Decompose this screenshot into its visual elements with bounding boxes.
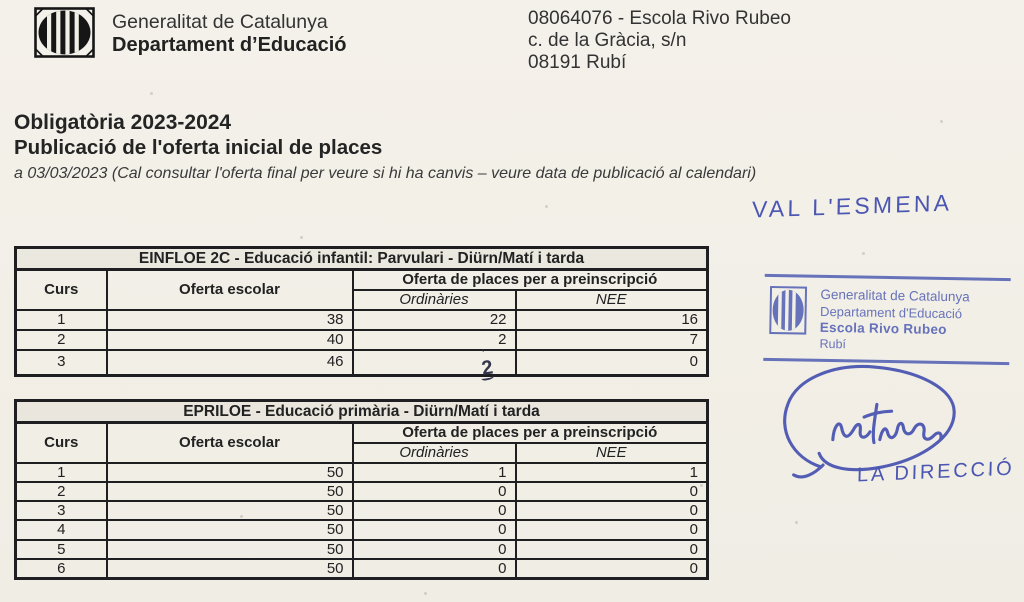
paper-speck — [988, 472, 991, 475]
school-city: 08191 Rubí — [528, 52, 627, 73]
doc-date-note: a 03/03/2023 (Cal consultar l'oferta fin… — [14, 165, 757, 182]
cell-ordinaries-handwritten: 2 — [351, 348, 517, 379]
cell-nee: 0 — [514, 538, 709, 560]
school-address: 08064076 - Escola Rivo Rubeo c. de la Gr… — [528, 8, 791, 74]
table-row: 3 50 0 0 — [14, 499, 709, 522]
table-title-row: EINFLOE 2C - Educació infantil: Parvular… — [14, 246, 709, 271]
table-subheader-row: Ordinàries NEE — [16, 288, 709, 311]
paper-speck — [862, 252, 865, 255]
paper-speck — [795, 521, 798, 524]
cell-ordinaries: 22 — [351, 308, 517, 331]
col-header-curs: Curs — [14, 268, 108, 311]
cell-oferta-escolar: 50 — [105, 519, 354, 541]
cell-nee: 0 — [514, 348, 709, 376]
cell-nee: 16 — [514, 308, 709, 331]
cell-ordinaries: 2 — [351, 328, 517, 351]
stamp-line-city: Rubí — [819, 336, 847, 351]
signature-scribble — [778, 363, 964, 486]
handwritten-cell-value: 2 — [480, 356, 495, 380]
cell-curs: 6 — [14, 557, 108, 580]
table-title-row: EPRILOE - Educació primària - Diürn/Matí… — [14, 399, 709, 424]
paper-speck — [545, 205, 548, 208]
col-header-preinscripcio: Oferta de places per a preinscripció — [351, 421, 709, 444]
col-header-nee: NEE — [514, 441, 709, 464]
doc-title-obligatoria: Obligatòria 2023-2024 — [14, 111, 232, 134]
school-code-name: 08064076 - Escola Rivo Rubeo — [528, 8, 792, 29]
col-header-ordinaries: Ordinàries — [351, 288, 517, 311]
school-stamp: Generalitat de Catalunya Departament d'E… — [763, 273, 1011, 366]
cell-ordinaries: 0 — [351, 538, 517, 560]
table-header-row: Curs Oferta escolar Oferta de places per… — [14, 421, 709, 464]
cell-curs: 1 — [14, 308, 108, 331]
cell-curs: 3 — [14, 348, 108, 376]
cell-ordinaries: 0 — [351, 480, 517, 503]
cell-curs: 3 — [14, 499, 108, 522]
col-header-nee: NEE — [514, 288, 709, 311]
cell-oferta-escolar: 46 — [105, 348, 354, 376]
cell-curs: 1 — [14, 461, 108, 483]
brand-line-departament: Departament d’Educació — [112, 34, 347, 56]
table-row: 3 46 2 0 — [14, 348, 709, 379]
cell-oferta-escolar: 50 — [105, 557, 354, 580]
school-street: c. de la Gràcia, s/n — [528, 30, 687, 51]
table-row: 4 50 0 0 — [14, 519, 709, 541]
brand-text: Generalitat de Catalunya Departament d’E… — [112, 11, 347, 58]
table-subheader-row: Ordinàries NEE — [16, 441, 709, 464]
table-row: 6 50 0 0 — [14, 557, 709, 580]
col-header-curs: Curs — [14, 421, 108, 464]
table-einfloe: EINFLOE 2C - Educació infantil: Parvular… — [14, 246, 710, 379]
cell-oferta-escolar: 50 — [105, 499, 354, 522]
col-header-oferta-escolar: Oferta escolar — [105, 268, 354, 311]
cell-curs: 5 — [14, 538, 108, 560]
cell-oferta-escolar: 50 — [105, 538, 354, 560]
generalitat-senyera-logo-icon — [34, 7, 95, 63]
paper-speck — [300, 236, 303, 239]
stamp-senyera-logo-icon — [769, 284, 808, 342]
cell-nee: 0 — [514, 499, 709, 522]
table-epriloe: EPRILOE - Educació primària - Diürn/Matí… — [14, 399, 710, 580]
paper-speck — [150, 92, 153, 95]
cell-ordinaries: 0 — [351, 557, 517, 580]
paper-speck — [424, 592, 427, 595]
stamp-line-school: Escola Rivo Rubeo — [819, 319, 947, 337]
cell-oferta-escolar: 50 — [105, 480, 354, 503]
cell-oferta-escolar: 38 — [105, 308, 354, 331]
cell-oferta-escolar: 40 — [105, 328, 354, 351]
cell-curs: 2 — [14, 328, 108, 351]
cell-ordinaries: 0 — [351, 499, 517, 522]
col-header-preinscripcio: Oferta de places per a preinscripció — [351, 268, 709, 291]
handwritten-val-esmena: VAL L'ESMENA — [751, 189, 953, 223]
table-row: 2 50 0 0 — [14, 480, 709, 503]
col-header-ordinaries: Ordinàries — [351, 441, 517, 464]
table-title: EINFLOE 2C - Educació infantil: Parvular… — [14, 246, 709, 271]
table-row: 2 40 2 7 — [14, 328, 709, 351]
table-row: 5 50 0 0 — [14, 538, 709, 560]
cell-nee: 0 — [514, 557, 709, 580]
col-header-oferta-escolar: Oferta escolar — [105, 421, 354, 464]
cell-oferta-escolar: 50 — [105, 461, 354, 483]
table-header-row: Curs Oferta escolar Oferta de places per… — [14, 268, 709, 311]
brand-line-generalitat: Generalitat de Catalunya — [112, 11, 328, 33]
cell-ordinaries: 1 — [351, 461, 517, 483]
table-row: 1 50 1 1 — [14, 461, 709, 483]
cell-ordinaries: 0 — [351, 519, 517, 541]
cell-nee: 7 — [514, 328, 709, 351]
paper-speck — [940, 120, 943, 123]
doc-title-publicacio: Publicació de l'oferta inicial de places — [14, 136, 383, 159]
cell-nee: 0 — [514, 480, 709, 503]
cell-nee: 1 — [514, 461, 709, 483]
cell-curs: 4 — [14, 519, 108, 541]
table-title: EPRILOE - Educació primària - Diürn/Matí… — [14, 399, 709, 424]
cell-curs: 2 — [14, 480, 108, 503]
stamp-text: Generalitat de Catalunya Departament d'E… — [819, 285, 969, 355]
table-row: 1 38 22 16 — [14, 308, 709, 331]
cell-nee: 0 — [514, 519, 709, 541]
